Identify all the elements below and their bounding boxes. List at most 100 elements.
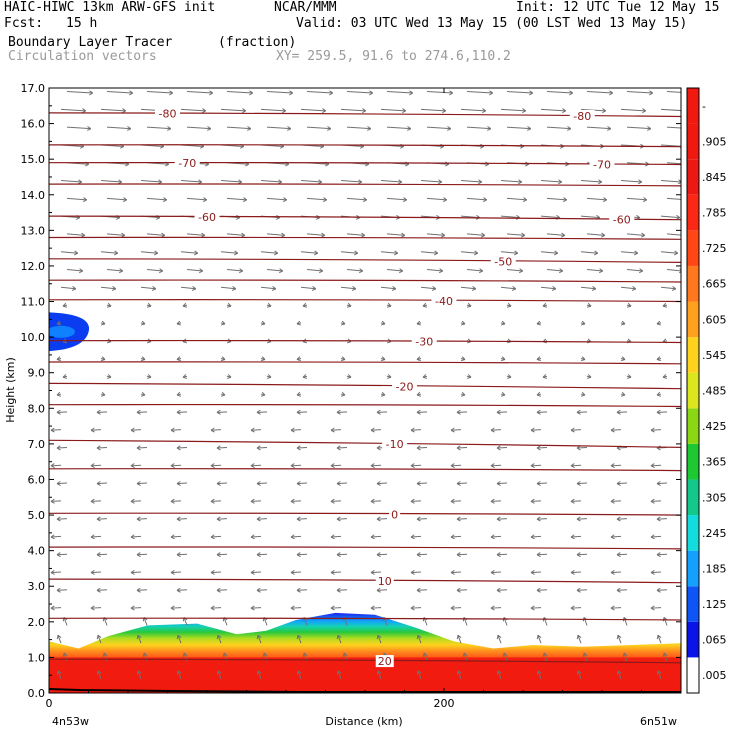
circulation-vector (370, 463, 382, 469)
circulation-vector (186, 197, 208, 203)
model-title: HAIC-HIWC 13km ARW-GFS init (4, 0, 216, 15)
circulation-vector (100, 356, 106, 362)
circulation-vector (496, 552, 508, 558)
circulation-vector (376, 670, 382, 679)
fcst-value: 15 h (66, 16, 98, 31)
circulation-vector (50, 427, 62, 433)
circulation-vector (96, 670, 102, 679)
circulation-vector (300, 250, 319, 256)
circulation-vector (170, 463, 182, 469)
circulation-vector (666, 233, 681, 237)
circulation-vector (506, 197, 528, 203)
circulation-vector (376, 516, 388, 522)
colorbar-label: .485 (702, 385, 727, 398)
circulation-vector (586, 268, 604, 274)
circulation-vector (250, 463, 262, 469)
circulation-vector (56, 356, 62, 362)
circulation-vector (210, 569, 222, 575)
circulation-vector (416, 391, 422, 397)
circulation-vector (490, 427, 502, 433)
circulation-vector (140, 250, 159, 256)
circulation-vector (380, 108, 407, 114)
colorbar-segment (687, 194, 699, 231)
circulation-vector (386, 90, 414, 96)
temperature-contour (49, 578, 681, 584)
circulation-vector (170, 498, 182, 504)
circulation-vector (460, 179, 483, 185)
circulation-vector (626, 302, 632, 308)
circulation-vector (546, 125, 572, 131)
circulation-vector (460, 108, 487, 114)
left-endpoint-label: 4n53w (52, 715, 89, 728)
circulation-vector (370, 605, 382, 611)
circulation-vector (176, 587, 188, 593)
circulation-vector (500, 179, 523, 185)
circulation-vector (136, 634, 142, 644)
colorbar-segment (687, 443, 699, 480)
circulation-vector (460, 320, 466, 326)
contour-label: -70 (593, 158, 611, 171)
circulation-vector (100, 391, 106, 397)
circulation-vector (490, 463, 502, 469)
circulation-vector (290, 463, 302, 469)
circulation-vector (266, 232, 286, 238)
circulation-vector (536, 552, 548, 558)
circulation-vector (460, 391, 466, 397)
circulation-vector (210, 427, 222, 433)
circulation-vector (146, 197, 168, 203)
contour-label-bg (382, 438, 408, 451)
circulation-vector (66, 125, 92, 131)
circulation-vector (610, 463, 622, 469)
circulation-vector (170, 534, 182, 540)
colorbar-label: .065 (702, 634, 727, 647)
circulation-vector (50, 569, 62, 575)
circulation-vector (416, 552, 428, 558)
colorbar-segment (687, 372, 699, 409)
circulation-vector (376, 480, 388, 486)
contour-label: -40 (435, 295, 453, 308)
circulation-vector (546, 268, 564, 274)
circulation-vector (296, 356, 302, 362)
circulation-vector (260, 356, 266, 362)
circulation-vector (610, 498, 622, 504)
circulation-vector (460, 285, 477, 291)
circulation-vector (50, 463, 62, 469)
circulation-vector (146, 302, 152, 308)
temperature-contour (49, 512, 681, 516)
circulation-vector (296, 409, 308, 415)
circulation-vector (250, 534, 262, 540)
circulation-vector (616, 516, 628, 522)
circulation-vector (266, 302, 272, 308)
colorbar-segment (687, 550, 699, 587)
circulation-vector (576, 587, 588, 593)
contour-label: -60 (613, 213, 631, 226)
circulation-vector (210, 498, 222, 504)
circulation-vector (210, 463, 222, 469)
circulation-vector (306, 268, 324, 274)
circulation-vector (216, 480, 228, 486)
circulation-vector (106, 90, 134, 96)
circulation-vector (456, 516, 468, 522)
circulation-vector (570, 427, 582, 433)
contour-label-bg (411, 335, 437, 348)
circulation-vector (186, 90, 214, 96)
circulation-vector (266, 374, 272, 379)
circulation-vector (506, 374, 512, 379)
circulation-vector (340, 391, 346, 397)
circulation-vector (186, 125, 212, 131)
circulation-vector (226, 125, 252, 131)
circulation-vector (290, 605, 302, 611)
circulation-vector (336, 552, 348, 558)
circulation-vector (260, 214, 281, 220)
circulation-vector (536, 587, 548, 593)
colorbar-segment (687, 337, 699, 373)
circulation-vector (66, 232, 86, 238)
circulation-vector (546, 197, 568, 203)
circulation-vector (380, 179, 403, 185)
upper-tracer-core (49, 325, 75, 338)
colorbar-label: - (702, 100, 706, 113)
colorbar-label: .185 (702, 562, 727, 575)
circulation-vector (616, 409, 628, 415)
temperature-contour (49, 439, 681, 448)
